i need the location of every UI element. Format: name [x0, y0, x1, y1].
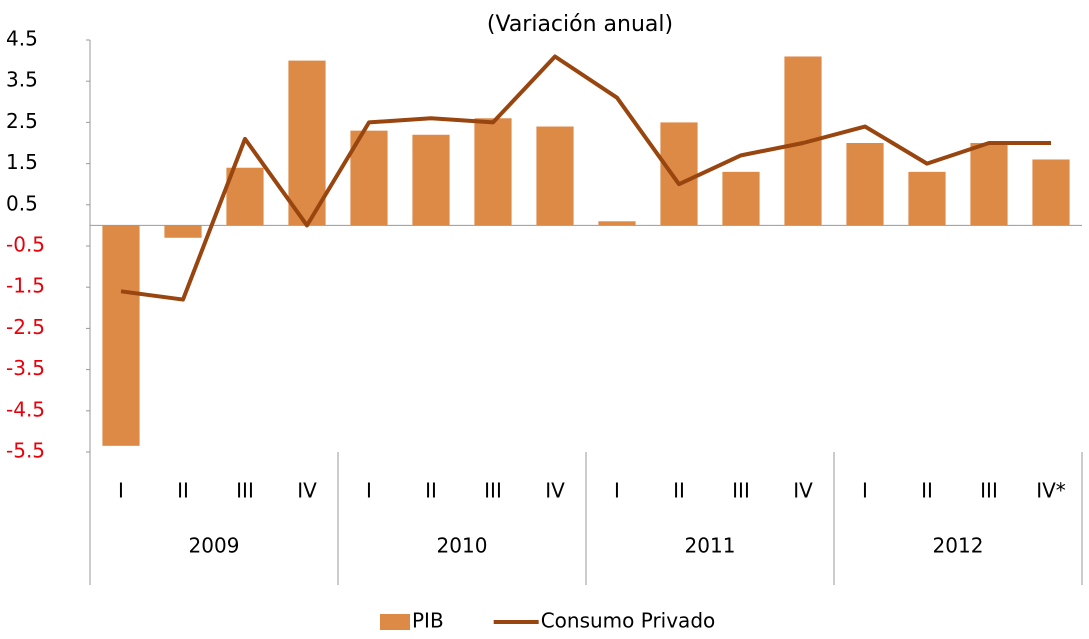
x-tick-label: II: [425, 479, 437, 503]
y-tick-label: -3.5: [6, 356, 45, 380]
y-tick-label: 2.5: [6, 109, 38, 133]
x-tick-label: III: [236, 479, 254, 503]
x-tick-label: IV*: [1036, 479, 1066, 503]
bar: [288, 60, 326, 226]
x-tick-label: II: [177, 479, 189, 503]
chart-title: (Variación anual): [487, 12, 673, 37]
group-label: 2011: [685, 534, 736, 558]
bar: [226, 167, 264, 226]
y-tick-label: -5.5: [6, 439, 45, 463]
bar: [846, 143, 884, 226]
y-tick-label: -2.5: [6, 315, 45, 339]
y-tick-label: -4.5: [6, 397, 45, 421]
bar: [722, 171, 760, 226]
bar: [598, 221, 636, 226]
bar: [660, 122, 698, 226]
x-tick-label: III: [980, 479, 998, 503]
x-tick-label: II: [673, 479, 685, 503]
legend-swatch: [380, 614, 410, 630]
y-tick-label: 1.5: [6, 150, 38, 174]
x-tick-label: III: [732, 479, 750, 503]
group-label: 2012: [933, 534, 984, 558]
bar: [164, 225, 202, 238]
x-tick-label: IV: [793, 479, 813, 503]
x-tick-label: IV: [545, 479, 565, 503]
bar: [474, 118, 512, 226]
bar: [1032, 159, 1070, 226]
x-tick-label: I: [614, 479, 620, 503]
x-tick-label: II: [921, 479, 933, 503]
x-tick-label: III: [484, 479, 502, 503]
y-tick-label: -0.5: [6, 233, 45, 257]
y-tick-label: 4.5: [6, 27, 38, 51]
bar: [536, 126, 574, 226]
x-tick-label: I: [118, 479, 124, 503]
x-tick-label: I: [366, 479, 372, 503]
y-tick-label: -1.5: [6, 274, 45, 298]
bar: [970, 143, 1008, 226]
x-tick-label: IV: [297, 479, 317, 503]
legend-label: Consumo Privado: [541, 609, 716, 633]
bar: [102, 225, 140, 446]
legend-label: PIB: [412, 609, 444, 633]
y-tick-label: 3.5: [6, 68, 38, 92]
bar: [412, 134, 450, 226]
group-label: 2010: [437, 534, 488, 558]
line: [120, 54, 1051, 302]
bar: [908, 171, 946, 226]
group-label: 2009: [189, 534, 240, 558]
x-tick-label: I: [862, 479, 868, 503]
y-tick-label: 0.5: [6, 191, 38, 215]
